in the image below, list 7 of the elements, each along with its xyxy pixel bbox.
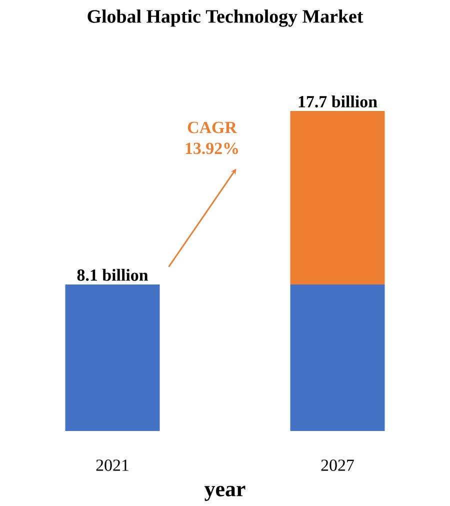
chart-title: Global Haptic Technology Market xyxy=(88,10,364,27)
annotation: CAGR 13.92% xyxy=(186,122,238,154)
x-tick-label: 2027 xyxy=(321,460,354,471)
annotation: 17.7 billion xyxy=(298,95,378,108)
x-tick-label: 2021 xyxy=(96,460,128,471)
annotation: 8.1 billion xyxy=(77,268,148,281)
x-axis-title: year xyxy=(204,486,246,501)
